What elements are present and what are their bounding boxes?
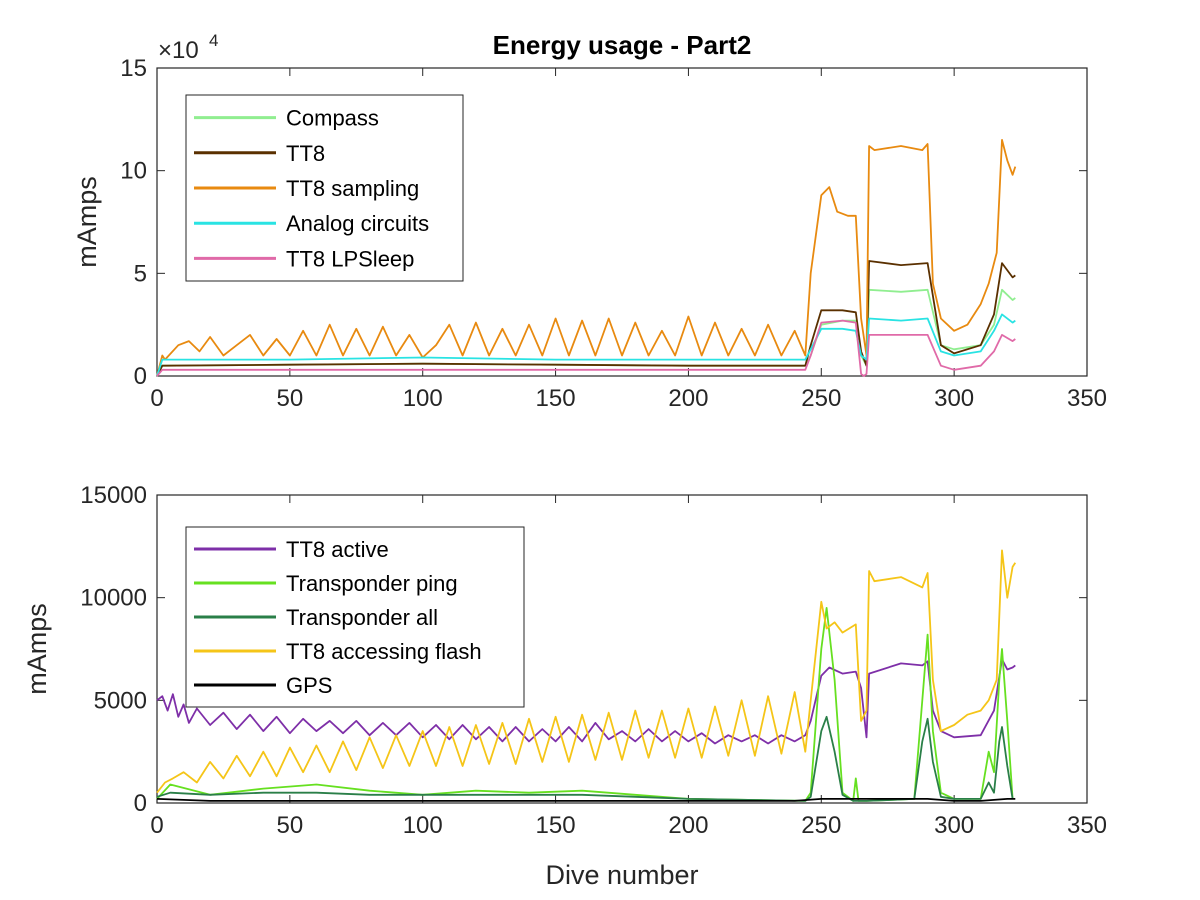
- chart-title: Energy usage - Part2: [493, 30, 752, 60]
- y-tick-label: 15: [120, 55, 147, 82]
- bottom-legend: TT8 active Transponder ping Transponder al…: [185, 526, 525, 708]
- x-tick-label: 100: [403, 812, 443, 839]
- legend-label-compass: Compass: [286, 106, 379, 131]
- x-tick-label: 300: [934, 385, 974, 412]
- series-line-tt8-lpsleep: [156, 319, 1016, 377]
- x-tick-label: 250: [801, 385, 841, 412]
- series-line-tt8-accessing-flash: [156, 549, 1017, 794]
- top-subplot: 0 50 100 150 200 250 300 350 0 5 10 15 Energy usage…: [72, 30, 1107, 412]
- legend-label-tt8-active: TT8 active: [286, 537, 389, 562]
- y-tick-label: 15000: [80, 482, 147, 509]
- x-tick-label: 50: [277, 812, 304, 839]
- legend-label-tt8-lpsleep: TT8 LPSleep: [286, 246, 414, 271]
- series-line-gps: [156, 798, 1016, 802]
- bottom-subplot: 0 50 100 150 200 250 300 350 0 5000 10000 15000 mAm…: [22, 482, 1107, 890]
- x-tick-label: 300: [934, 812, 974, 839]
- legend-label-analog-circuits: Analog circuits: [286, 211, 429, 236]
- x-tick-label: 350: [1067, 812, 1107, 839]
- x-tick-label: 150: [536, 812, 576, 839]
- y-tick-label: 10000: [80, 585, 147, 612]
- series-line-tt8-active: [156, 658, 1016, 745]
- top-legend: Compass TT8 TT8 sampling Analog circuits TT8…: [185, 94, 464, 282]
- series-line-analog-circuits: [156, 313, 1016, 377]
- y-tick-label: 5000: [94, 687, 147, 714]
- legend-label-transponder-all: Transponder all: [286, 605, 438, 630]
- x-tick-label: 0: [150, 812, 163, 839]
- series-line-tt8-sampling: [156, 138, 1017, 377]
- bottom-series-group: [156, 549, 1017, 802]
- y-exponent-base: ×10: [158, 37, 199, 64]
- legend-label-transponder-ping: Transponder ping: [286, 571, 458, 596]
- legend-label-tt8-accessing-flash: TT8 accessing flash: [286, 639, 482, 664]
- top-series-group: [156, 138, 1017, 377]
- y-tick-label: 10: [120, 158, 147, 185]
- top-y-axis-label: mAmps: [72, 176, 102, 268]
- x-tick-label: 350: [1067, 385, 1107, 412]
- x-tick-label: 200: [668, 385, 708, 412]
- x-axis-label: Dive number: [545, 860, 698, 890]
- y-exponent-label: ×10 4: [158, 31, 218, 64]
- y-tick-label: 0: [134, 790, 147, 817]
- x-tick-label: 0: [150, 385, 163, 412]
- x-tick-label: 200: [668, 812, 708, 839]
- legend-label-gps: GPS: [286, 673, 332, 698]
- top-axes-ticks: 0 50 100 150 200 250 300 350 0 5 10 15: [120, 55, 1107, 412]
- y-exponent-power: 4: [209, 31, 218, 50]
- legend-label-tt8-sampling: TT8 sampling: [286, 176, 419, 201]
- x-tick-label: 100: [403, 385, 443, 412]
- x-tick-label: 150: [536, 385, 576, 412]
- series-line-transponder-all: [156, 715, 1014, 802]
- x-tick-label: 250: [801, 812, 841, 839]
- bottom-axes-ticks: 0 50 100 150 200 250 300 350 0 5000 10000 15000: [80, 482, 1107, 839]
- bottom-y-axis-label: mAmps: [22, 603, 52, 695]
- y-tick-label: 0: [134, 363, 147, 390]
- legend-label-tt8: TT8: [286, 141, 325, 166]
- x-tick-label: 50: [277, 385, 304, 412]
- y-tick-label: 5: [134, 260, 147, 287]
